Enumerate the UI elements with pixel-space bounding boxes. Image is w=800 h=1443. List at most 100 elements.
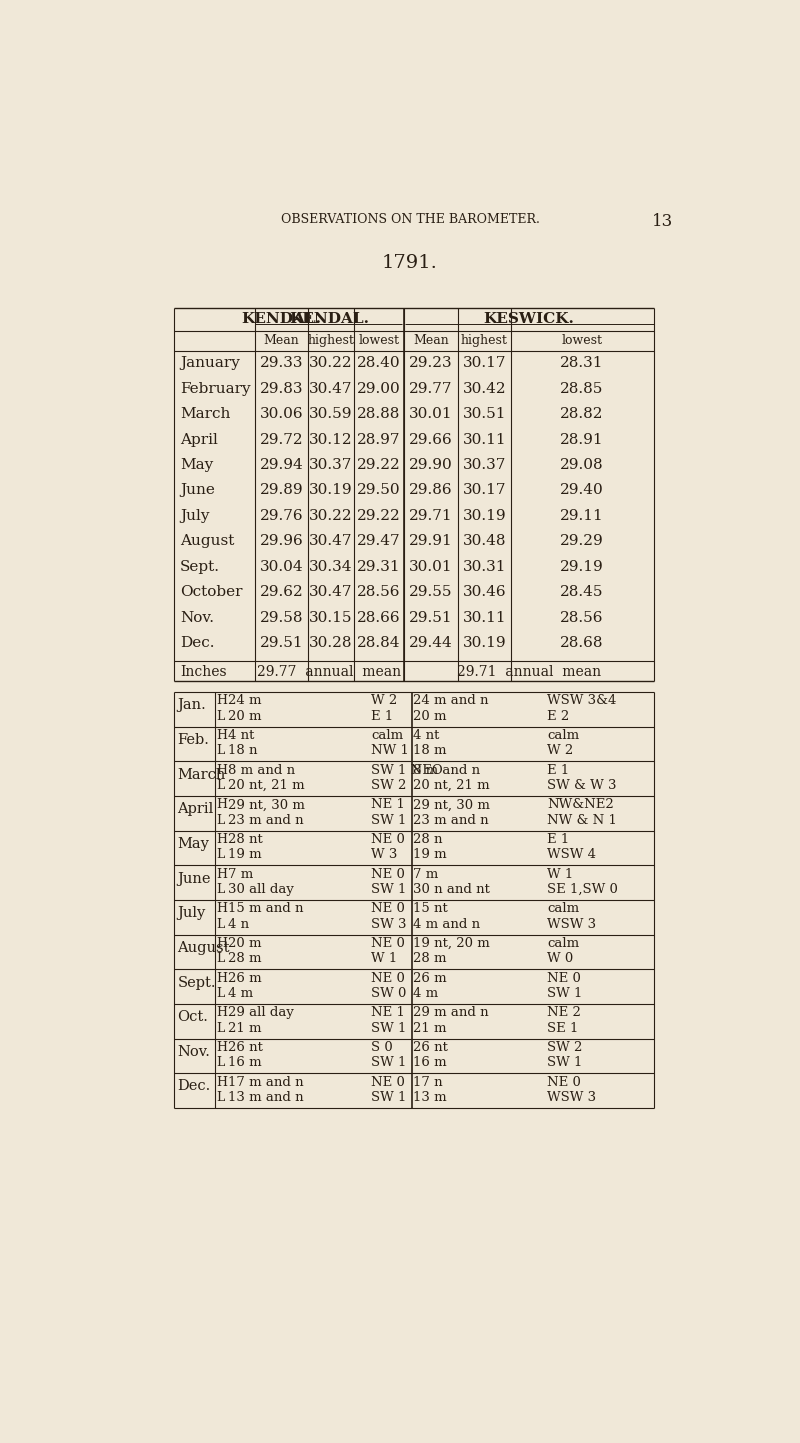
Text: 29.83: 29.83: [259, 382, 303, 395]
Text: WSW 3: WSW 3: [547, 918, 596, 931]
Text: L: L: [216, 1056, 225, 1069]
Text: calm: calm: [371, 729, 403, 742]
Text: 29.77  annual  mean: 29.77 annual mean: [258, 665, 402, 680]
Text: L: L: [216, 918, 225, 931]
Text: NE 0: NE 0: [547, 1075, 581, 1088]
Text: 26 m: 26 m: [413, 971, 446, 984]
Text: 28.88: 28.88: [358, 407, 401, 421]
Text: Dec.: Dec.: [180, 636, 214, 649]
Text: 18 n: 18 n: [228, 745, 258, 758]
Text: NW 1: NW 1: [371, 745, 409, 758]
Text: 30.46: 30.46: [462, 584, 506, 599]
Text: 8 m and n: 8 m and n: [228, 763, 295, 776]
Text: 30.22: 30.22: [309, 356, 353, 371]
Text: 28.84: 28.84: [358, 636, 401, 649]
Text: 7 m: 7 m: [228, 867, 253, 880]
Text: Jan.: Jan.: [178, 698, 206, 713]
Text: 30.06: 30.06: [259, 407, 303, 421]
Text: June: June: [180, 483, 214, 498]
Text: 28.66: 28.66: [357, 610, 401, 625]
Text: SW 3: SW 3: [371, 918, 406, 931]
Text: Nov.: Nov.: [180, 610, 214, 625]
Text: KENDAL.: KENDAL.: [242, 312, 322, 326]
Text: H: H: [216, 937, 227, 949]
Text: calm: calm: [547, 902, 579, 915]
Text: 28.97: 28.97: [358, 433, 401, 447]
Text: 30.31: 30.31: [462, 560, 506, 574]
Text: 26 nt: 26 nt: [413, 1040, 448, 1053]
Text: 29.76: 29.76: [259, 509, 303, 522]
Text: 8 m and n: 8 m and n: [413, 763, 480, 776]
Text: 21 m: 21 m: [228, 1022, 262, 1035]
Text: 29 nt, 30 m: 29 nt, 30 m: [413, 798, 490, 811]
Text: 19 m: 19 m: [413, 848, 446, 861]
Text: 29.23: 29.23: [409, 356, 453, 371]
Text: 30 n and nt: 30 n and nt: [413, 883, 490, 896]
Text: 24 m and n: 24 m and n: [413, 694, 489, 707]
Text: SW 1: SW 1: [371, 1056, 406, 1069]
Text: 29.40: 29.40: [560, 483, 604, 498]
Text: NE 0: NE 0: [371, 867, 405, 880]
Text: 29 m and n: 29 m and n: [413, 1006, 489, 1019]
Text: 17 n: 17 n: [413, 1075, 442, 1088]
Text: L: L: [216, 987, 225, 1000]
Text: calm: calm: [547, 937, 579, 949]
Text: 29.66: 29.66: [409, 433, 453, 447]
Text: lowest: lowest: [358, 335, 399, 348]
Text: highest: highest: [461, 335, 508, 348]
Text: lowest: lowest: [562, 335, 602, 348]
Text: Oct.: Oct.: [178, 1010, 208, 1025]
Text: WSW 3&4: WSW 3&4: [547, 694, 617, 707]
Text: L: L: [216, 848, 225, 861]
Text: 30.01: 30.01: [409, 407, 453, 421]
Text: SW 1: SW 1: [547, 987, 582, 1000]
Text: NE 0: NE 0: [371, 971, 405, 984]
Text: L: L: [216, 814, 225, 827]
Text: 30.17: 30.17: [462, 356, 506, 371]
Text: SW 0: SW 0: [371, 987, 406, 1000]
Text: S 0: S 0: [371, 1040, 393, 1053]
Text: April: April: [180, 433, 218, 447]
Text: 29.11: 29.11: [560, 509, 604, 522]
Text: 28 n: 28 n: [413, 833, 442, 846]
Text: 29 nt, 30 m: 29 nt, 30 m: [228, 798, 305, 811]
Text: H: H: [216, 1075, 227, 1088]
Text: July: July: [180, 509, 210, 522]
Text: 29.22: 29.22: [357, 457, 401, 472]
Text: E 2: E 2: [547, 710, 570, 723]
Text: 29.00: 29.00: [357, 382, 401, 395]
Text: 29.47: 29.47: [357, 534, 401, 548]
Text: 13 m: 13 m: [413, 1091, 446, 1104]
Text: 4 n: 4 n: [228, 918, 249, 931]
Text: 29.90: 29.90: [409, 457, 453, 472]
Text: 28.82: 28.82: [560, 407, 604, 421]
Text: 30.47: 30.47: [310, 584, 353, 599]
Text: H: H: [216, 1006, 227, 1019]
Text: H: H: [216, 867, 227, 880]
Text: Sept.: Sept.: [178, 975, 216, 990]
Text: Sept.: Sept.: [180, 560, 220, 574]
Text: L: L: [216, 779, 225, 792]
Text: 13 m and n: 13 m and n: [228, 1091, 303, 1104]
Text: 21 m: 21 m: [413, 1022, 446, 1035]
Text: 7 m: 7 m: [413, 867, 438, 880]
Text: SE 1,SW 0: SE 1,SW 0: [547, 883, 618, 896]
Text: 1791.: 1791.: [382, 254, 438, 273]
Text: L: L: [216, 1022, 225, 1035]
Text: highest: highest: [307, 335, 354, 348]
Text: May: May: [180, 457, 213, 472]
Text: NW & N 1: NW & N 1: [547, 814, 617, 827]
Text: 30.51: 30.51: [462, 407, 506, 421]
Text: 28.31: 28.31: [560, 356, 604, 371]
Text: 20 m: 20 m: [228, 937, 262, 949]
Text: 28 m: 28 m: [413, 952, 446, 965]
Text: H: H: [216, 1040, 227, 1053]
Text: 19 nt, 20 m: 19 nt, 20 m: [413, 937, 490, 949]
Text: W 0: W 0: [547, 952, 574, 965]
Text: L: L: [216, 883, 225, 896]
Text: January: January: [180, 356, 240, 371]
Text: 29.51: 29.51: [409, 610, 453, 625]
Text: SW 1: SW 1: [371, 814, 406, 827]
Text: May: May: [178, 837, 210, 851]
Text: 20 nt, 21 m: 20 nt, 21 m: [228, 779, 305, 792]
